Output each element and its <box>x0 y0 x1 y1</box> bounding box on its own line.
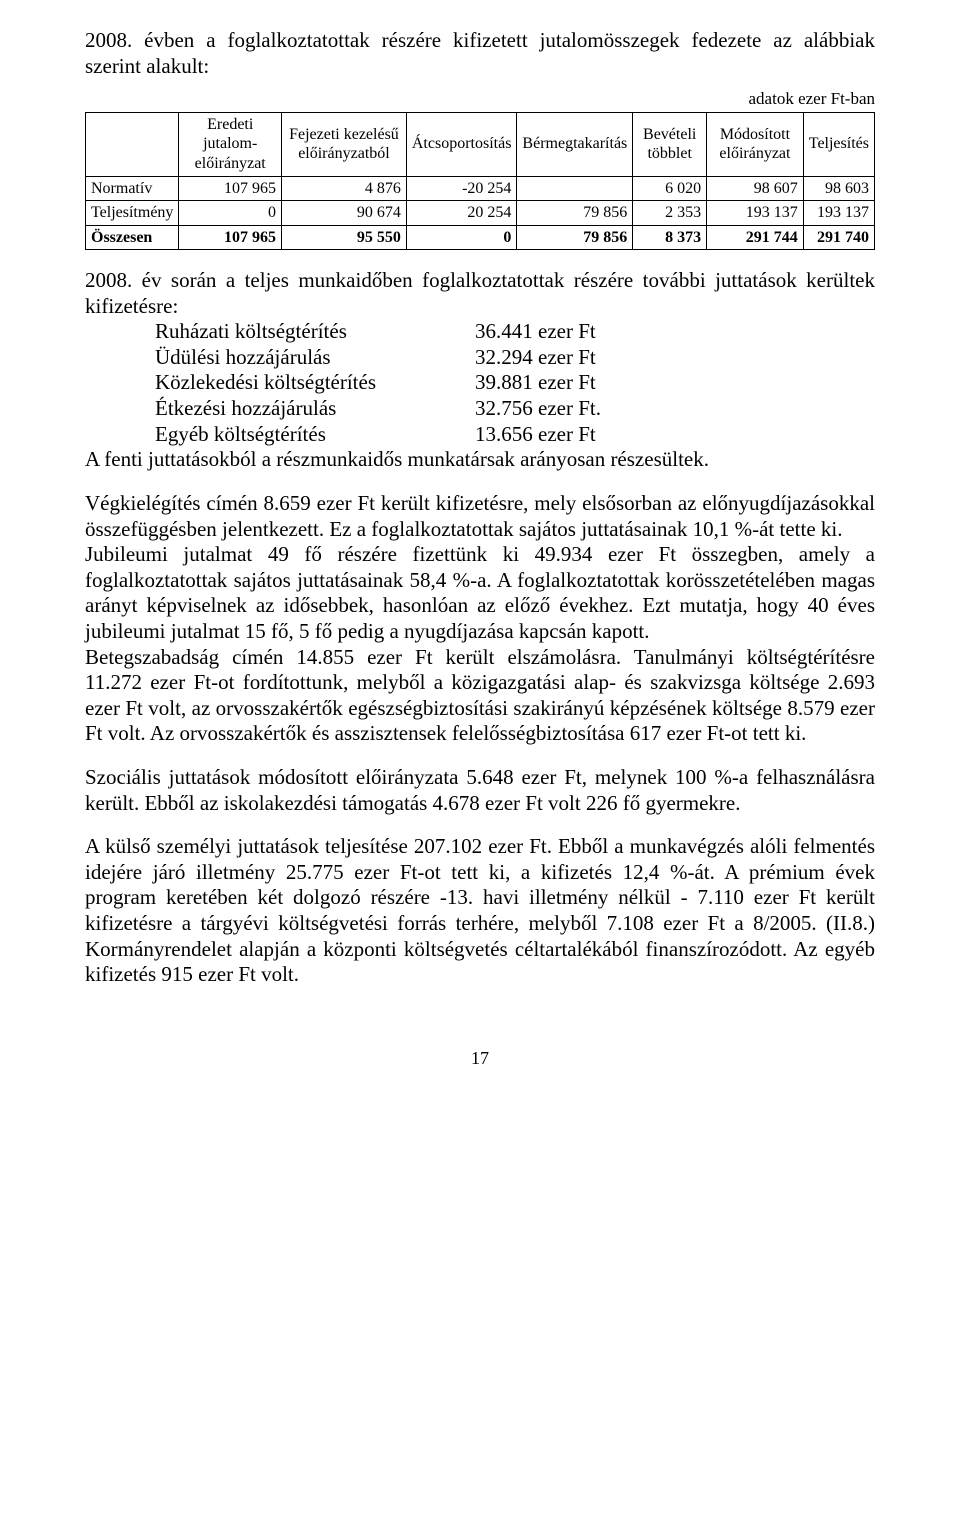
table-cell: 4 876 <box>282 176 407 201</box>
list-item-value: 32.294 ezer Ft <box>475 345 596 371</box>
paragraph-social: Szociális juttatások módosított előirány… <box>85 765 875 816</box>
page: 2008. évben a foglalkoztatottak részére … <box>0 0 960 1518</box>
table-cell: 98 603 <box>803 176 874 201</box>
table-row-label: Teljesítmény <box>86 201 179 226</box>
paragraph-jubilee: Jubileumi jutalmat 49 fő részére fizettü… <box>85 542 875 644</box>
table-row: Összesen107 96595 550079 8568 373291 744… <box>86 225 875 250</box>
table-header: Eredeti jutalom-előirányzat <box>179 112 282 176</box>
table-row-label: Összesen <box>86 225 179 250</box>
table-header <box>86 112 179 176</box>
table-cell: 291 744 <box>707 225 804 250</box>
list-item-value: 13.656 ezer Ft <box>475 422 596 448</box>
benefits-intro: 2008. év során a teljes munkaidőben fogl… <box>85 268 875 319</box>
table-cell <box>517 176 633 201</box>
list-item-value: 36.441 ezer Ft <box>475 319 596 345</box>
list-item-label: Egyéb költségtérítés <box>85 422 475 448</box>
list-item-label: Étkezési hozzájárulás <box>85 396 475 422</box>
list-item: Közlekedési költségtérítés39.881 ezer Ft <box>85 370 875 396</box>
table-cell: 193 137 <box>803 201 874 226</box>
table-cell: 107 965 <box>179 225 282 250</box>
benefits-list: Ruházati költségtérítés36.441 ezer FtÜdü… <box>85 319 875 447</box>
list-item-label: Üdülési hozzájárulás <box>85 345 475 371</box>
table-header: Fejezeti kezelésű előirányzatból <box>282 112 407 176</box>
table-cell: 90 674 <box>282 201 407 226</box>
benefits-outro: A fenti juttatásokból a részmunkaidős mu… <box>85 447 875 473</box>
table-header: Átcsoportosítás <box>406 112 517 176</box>
list-item-value: 39.881 ezer Ft <box>475 370 596 396</box>
table-row-label: Normatív <box>86 176 179 201</box>
page-number: 17 <box>85 1048 875 1070</box>
table-row: Teljesítmény090 67420 25479 8562 353193 … <box>86 201 875 226</box>
table-cell: 2 353 <box>633 201 707 226</box>
list-item-label: Közlekedési költségtérítés <box>85 370 475 396</box>
list-item-label: Ruházati költségtérítés <box>85 319 475 345</box>
paragraph-external: A külső személyi juttatások teljesítése … <box>85 834 875 988</box>
list-item: Egyéb költségtérítés13.656 ezer Ft <box>85 422 875 448</box>
list-item: Ruházati költségtérítés36.441 ezer Ft <box>85 319 875 345</box>
table-header: Bérmegtakarítás <box>517 112 633 176</box>
table-cell: 291 740 <box>803 225 874 250</box>
table-cell: 79 856 <box>517 201 633 226</box>
table-row: Normatív107 9654 876-20 254 6 02098 60798… <box>86 176 875 201</box>
list-item-value: 32.756 ezer Ft. <box>475 396 601 422</box>
table-cell: 20 254 <box>406 201 517 226</box>
table-cell: 0 <box>406 225 517 250</box>
allocation-table: Eredeti jutalom-előirányzat Fejezeti kez… <box>85 112 875 250</box>
table-cell: 79 856 <box>517 225 633 250</box>
table-header: Bevételi többlet <box>633 112 707 176</box>
table-header: Módosított előirányzat <box>707 112 804 176</box>
intro-paragraph: 2008. évben a foglalkoztatottak részére … <box>85 28 875 79</box>
table-caption: adatok ezer Ft-ban <box>85 89 875 110</box>
table-cell: -20 254 <box>406 176 517 201</box>
table-cell: 6 020 <box>633 176 707 201</box>
table-cell: 8 373 <box>633 225 707 250</box>
table-body: Normatív107 9654 876-20 254 6 02098 60798… <box>86 176 875 250</box>
table-header-row: Eredeti jutalom-előirányzat Fejezeti kez… <box>86 112 875 176</box>
benefits-block: 2008. év során a teljes munkaidőben fogl… <box>85 268 875 473</box>
table-cell: 95 550 <box>282 225 407 250</box>
table-header: Teljesítés <box>803 112 874 176</box>
table-cell: 0 <box>179 201 282 226</box>
table-cell: 107 965 <box>179 176 282 201</box>
paragraph-sickleave: Betegszabadság címén 14.855 ezer Ft kerü… <box>85 645 875 747</box>
table-cell: 193 137 <box>707 201 804 226</box>
list-item: Üdülési hozzájárulás32.294 ezer Ft <box>85 345 875 371</box>
table-cell: 98 607 <box>707 176 804 201</box>
list-item: Étkezési hozzájárulás32.756 ezer Ft. <box>85 396 875 422</box>
paragraph-severance: Végkielégítés címén 8.659 ezer Ft került… <box>85 491 875 542</box>
